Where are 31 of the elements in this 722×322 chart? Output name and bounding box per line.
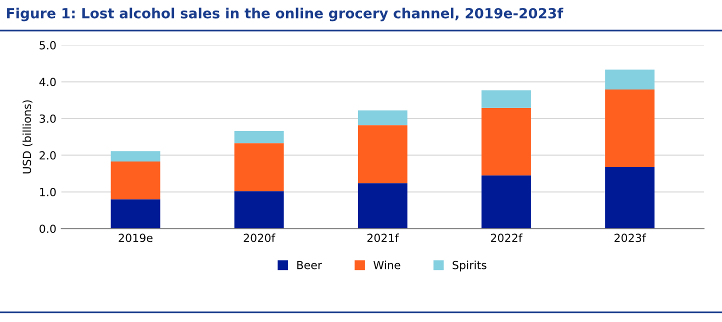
bar	[234, 130, 284, 144]
bar	[358, 183, 408, 229]
bar	[482, 175, 531, 229]
bar	[110, 161, 160, 200]
bar	[234, 191, 284, 229]
x-tick-label: 2019e	[118, 234, 152, 242]
x-tick-label: 2022f	[490, 233, 523, 242]
bar	[234, 143, 284, 192]
y-tick-label: 2.0	[40, 151, 56, 160]
x-tick-label: 2021f	[367, 233, 399, 242]
bar	[605, 89, 655, 167]
y-tick-label: 4.0	[39, 78, 56, 86]
y-tick-label: 5.0	[40, 41, 56, 50]
bar	[110, 151, 160, 162]
chart-title: Figure 1: Lost alcohol sales in the online grocery channel, 2019e-2023f	[7, 8, 564, 22]
bar	[110, 199, 160, 229]
y-axis-title: USD (billions)	[22, 100, 32, 174]
bar	[605, 70, 655, 90]
y-tick-label: 1.0	[40, 188, 56, 196]
legend-label: Spirits	[452, 260, 486, 272]
bar	[605, 166, 655, 229]
legend-label: Beer	[297, 260, 322, 270]
x-tick-label: 2020f	[244, 233, 276, 242]
legend-label: Wine	[374, 260, 400, 270]
bar	[482, 108, 531, 176]
y-tick-label: 3.0	[40, 114, 56, 123]
bar	[358, 125, 408, 184]
bar	[358, 110, 408, 126]
bar	[482, 90, 531, 108]
y-tick-label: 0.0	[40, 224, 56, 233]
x-tick-label: 2023f	[614, 233, 646, 242]
